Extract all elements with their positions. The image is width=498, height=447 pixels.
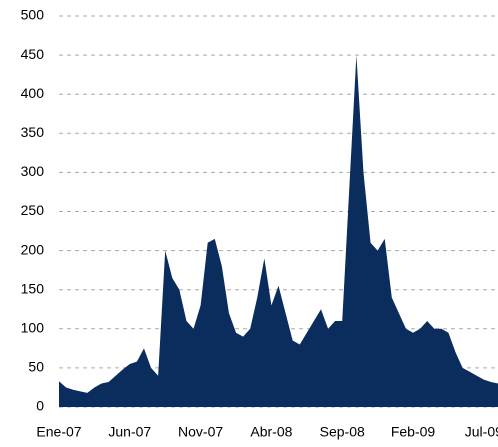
y-tick-label: 0 — [36, 398, 44, 414]
y-tick-label: 350 — [21, 124, 45, 140]
y-tick-label: 300 — [21, 163, 45, 179]
x-tick-label: Nov-07 — [178, 424, 223, 440]
y-tick-label: 450 — [21, 46, 45, 62]
y-tick-label: 200 — [21, 241, 45, 257]
x-tick-label: Feb-09 — [391, 424, 436, 440]
y-tick-label: 100 — [21, 320, 45, 336]
x-tick-label: Abr-08 — [250, 424, 292, 440]
x-tick-label: Jun-07 — [108, 424, 151, 440]
x-tick-label: Jul-09 — [465, 424, 498, 440]
x-tick-label: Sep-08 — [320, 424, 365, 440]
area — [59, 55, 498, 407]
y-tick-label: 150 — [21, 280, 45, 296]
x-tick-label: Ene-07 — [36, 424, 81, 440]
y-tick-label: 250 — [21, 202, 45, 218]
y-tick-label: 500 — [21, 7, 45, 23]
y-tick-label: 400 — [21, 85, 45, 101]
y-tick-label: 50 — [28, 359, 44, 375]
